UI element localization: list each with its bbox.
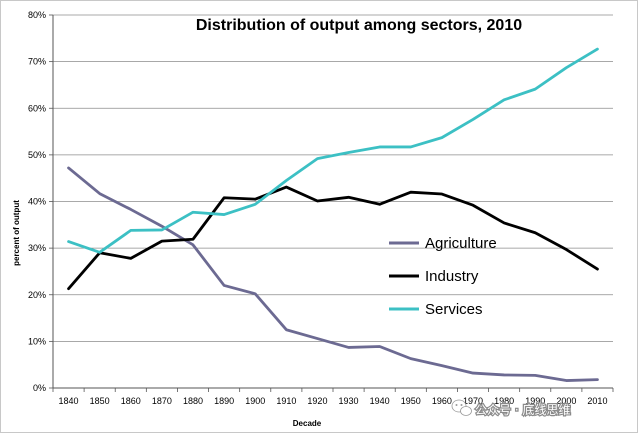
x-axis-label: Decade bbox=[293, 419, 322, 428]
x-tick-label: 1950 bbox=[401, 396, 421, 406]
x-tick-label: 1870 bbox=[152, 396, 172, 406]
chart-title: Distribution of output among sectors, 20… bbox=[196, 17, 522, 34]
x-tick-label: 1920 bbox=[307, 396, 327, 406]
x-tick-label: 1890 bbox=[214, 396, 234, 406]
gridlines bbox=[53, 14, 613, 389]
wechat-icon bbox=[451, 399, 472, 416]
series-line-industry bbox=[67, 185, 599, 291]
legend: Agriculture Industry Services bbox=[389, 235, 497, 318]
legend-label-services: Services bbox=[425, 301, 483, 318]
x-tick-labels: 1840 1850 1860 1870 1880 1890 1900 1910 1920 1930… bbox=[52, 388, 614, 406]
x-tick-label: 1910 bbox=[276, 396, 296, 406]
x-tick-label: 1990 bbox=[525, 396, 545, 406]
y-tick-label: 30% bbox=[28, 243, 46, 253]
x-tick-label: 1900 bbox=[245, 396, 265, 406]
legend-label-agriculture: Agriculture bbox=[425, 235, 497, 252]
x-tick-label: 1940 bbox=[370, 396, 390, 406]
x-tick-label: 1970 bbox=[463, 396, 483, 406]
y-tick-labels: 0% 10% 20% 30% 40% 50% 60% 70% 80% bbox=[28, 10, 53, 393]
x-tick-label: 1860 bbox=[121, 396, 141, 406]
x-tick-label: 1930 bbox=[339, 396, 359, 406]
x-tick-label: 1880 bbox=[183, 396, 203, 406]
y-tick-label: 70% bbox=[28, 57, 46, 67]
y-tick-label: 0% bbox=[33, 383, 46, 393]
x-tick-label: 1960 bbox=[432, 396, 452, 406]
y-axis-label: percent of output bbox=[12, 200, 21, 266]
watermark: 公众号 · 底线思维 bbox=[451, 399, 572, 418]
x-tick-label: 1850 bbox=[90, 396, 110, 406]
series-lines bbox=[67, 47, 599, 382]
series-line-agriculture bbox=[67, 166, 599, 382]
y-tick-label: 80% bbox=[28, 10, 46, 20]
y-tick-label: 40% bbox=[28, 197, 46, 207]
x-tick-label: 2010 bbox=[587, 396, 607, 406]
y-tick-label: 20% bbox=[28, 290, 46, 300]
y-tick-label: 10% bbox=[28, 336, 46, 346]
x-tick-label: 1840 bbox=[59, 396, 79, 406]
x-tick-label: 2000 bbox=[556, 396, 576, 406]
watermark-text: 公众号 · 底线思维 bbox=[475, 402, 570, 417]
legend-label-industry: Industry bbox=[425, 268, 479, 285]
y-tick-label: 50% bbox=[28, 150, 46, 160]
x-tick-label: 1980 bbox=[494, 396, 514, 406]
y-tick-label: 60% bbox=[28, 103, 46, 113]
series-line-services bbox=[67, 47, 599, 254]
